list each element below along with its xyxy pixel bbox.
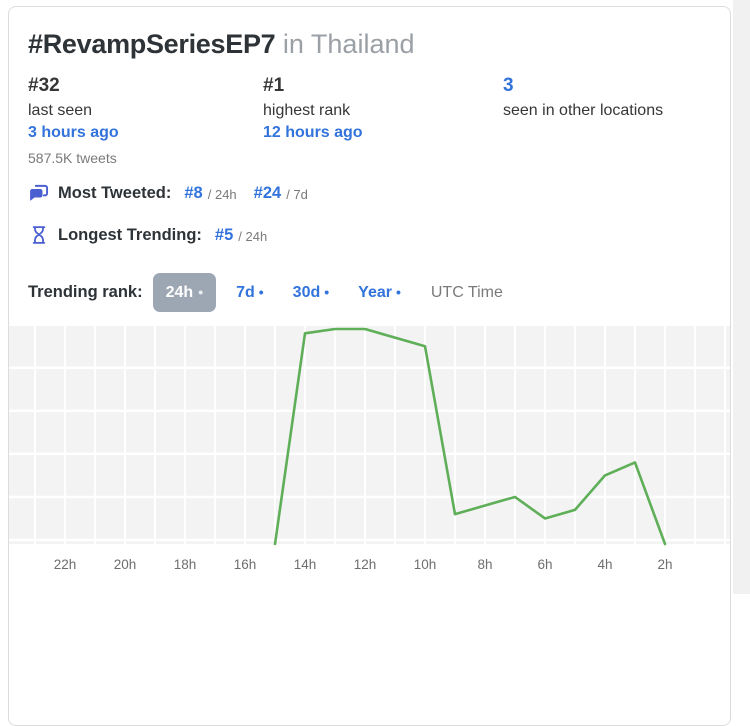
highest-rank-value: #1: [263, 75, 285, 96]
stats-row: #32 last seen 3 hours ago 587.5K tweets …: [9, 73, 730, 166]
most-tweeted-label: Most Tweeted:: [58, 183, 172, 202]
other-locations-label: seen in other locations: [503, 102, 664, 119]
trend-chart: 22h 20h 18h 16h 14h 12h 10h 8h 6h 4h 2h: [9, 326, 730, 581]
plot-area: [9, 326, 730, 544]
last-seen-time-link[interactable]: 3 hours ago: [28, 124, 119, 141]
x-axis-tick-label: 2h: [657, 557, 672, 572]
page-title: #RevampSeriesEP7 in Thailand: [9, 28, 730, 60]
most-tweeted-period-24h: / 24h: [207, 186, 237, 202]
stat-other-locations: 3 seen in other locations: [503, 73, 711, 166]
tab-year[interactable]: Year •: [358, 283, 401, 301]
trending-rank-selector: Trending rank: 24h • 7d • 30d • Year • UTC T…: [9, 273, 730, 312]
x-axis-tick-label: 20h: [114, 557, 137, 572]
x-axis-tick-label: 4h: [597, 557, 612, 572]
hashtag-name: #RevampSeriesEP7: [28, 29, 276, 59]
tab-7d[interactable]: 7d •: [236, 283, 264, 301]
last-seen-label: last seen: [28, 102, 93, 119]
x-axis-tick-label: 12h: [354, 557, 377, 572]
x-axis-tick-label: 14h: [294, 557, 317, 572]
trend-detail-card: #RevampSeriesEP7 in Thailand #32 last se…: [8, 6, 731, 726]
longest-trending-period: / 24h: [238, 228, 268, 244]
most-tweeted-period-7d: / 7d: [286, 186, 308, 202]
most-tweeted-row: Most Tweeted: #8 / 24h #24 / 7d: [9, 181, 730, 205]
longest-trending-row: Longest Trending: #5 / 24h: [9, 223, 730, 247]
tab-24h[interactable]: 24h •: [152, 273, 217, 312]
most-tweeted-rank-24h-link[interactable]: #8: [184, 183, 203, 202]
trend-line: [273, 327, 667, 546]
x-axis-tick-label: 18h: [174, 557, 197, 572]
tab-30d[interactable]: 30d •: [292, 283, 330, 301]
location-label: in Thailand: [282, 29, 415, 59]
longest-trending-rank-link[interactable]: #5: [214, 225, 234, 244]
x-axis-tick-label: 22h: [54, 557, 77, 572]
dot-indicator: •: [258, 283, 264, 300]
trending-rank-label: Trending rank:: [28, 283, 143, 301]
x-axis-tick-label: 8h: [477, 557, 492, 572]
most-tweeted-rank-7d-link[interactable]: #24: [253, 183, 282, 202]
hourglass-icon: [32, 226, 46, 244]
highest-rank-label: highest rank: [263, 102, 351, 119]
highest-rank-time-link[interactable]: 12 hours ago: [263, 124, 363, 141]
stat-highest-rank: #1 highest rank 12 hours ago: [263, 73, 503, 166]
last-seen-rank: #32: [28, 75, 60, 96]
tweet-count: 587.5K tweets: [28, 150, 117, 166]
trend-chart-svg: 22h 20h 18h 16h 14h 12h 10h 8h 6h 4h 2h: [9, 326, 730, 572]
x-axis-tick-label: 10h: [414, 557, 437, 572]
other-locations-count-link[interactable]: 3: [503, 75, 514, 96]
stat-last-seen: #32 last seen 3 hours ago 587.5K tweets: [28, 73, 263, 166]
comments-icon: [30, 184, 49, 201]
x-axis-tick-label: 6h: [537, 557, 552, 572]
dot-indicator: •: [198, 284, 204, 300]
longest-trending-label: Longest Trending:: [58, 225, 202, 244]
x-axis-tick-label: 16h: [234, 557, 257, 572]
page-background-strip: [733, 0, 750, 594]
dot-indicator: •: [324, 283, 330, 300]
dot-indicator: •: [395, 283, 401, 300]
timezone-label: UTC Time: [430, 283, 503, 301]
